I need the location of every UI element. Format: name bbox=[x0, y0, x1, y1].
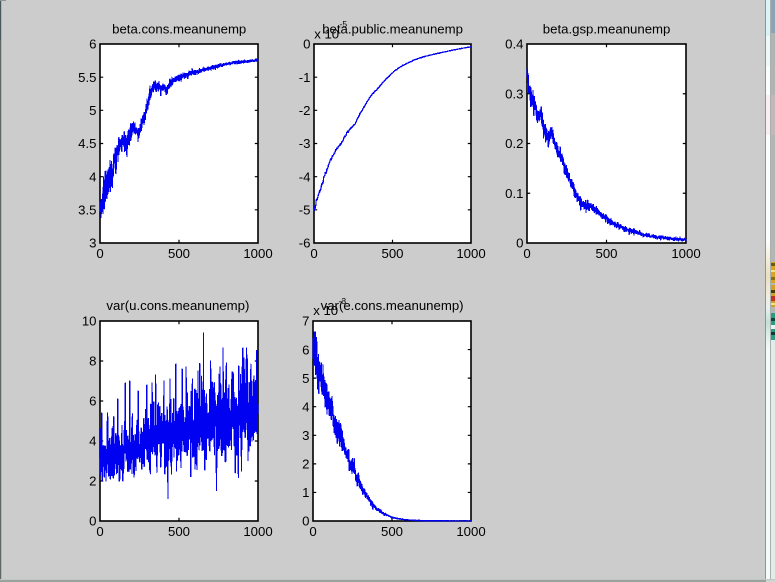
svg-text:-3: -3 bbox=[339, 296, 347, 306]
svg-text:0.4: 0.4 bbox=[505, 37, 523, 52]
svg-text:3.5: 3.5 bbox=[78, 203, 96, 218]
svg-text:1000: 1000 bbox=[456, 246, 485, 261]
svg-text:0.3: 0.3 bbox=[505, 87, 523, 102]
svg-text:1000: 1000 bbox=[456, 524, 485, 539]
svg-text:0: 0 bbox=[303, 37, 310, 52]
svg-text:500: 500 bbox=[595, 246, 617, 261]
svg-text:x 10: x 10 bbox=[313, 303, 338, 318]
svg-text:0: 0 bbox=[302, 514, 309, 529]
svg-text:1000: 1000 bbox=[243, 524, 272, 539]
svg-text:var(u.cons.meanunemp): var(u.cons.meanunemp) bbox=[106, 298, 249, 313]
svg-text:3: 3 bbox=[302, 428, 309, 443]
svg-text:-5: -5 bbox=[340, 19, 348, 29]
svg-text:-4: -4 bbox=[299, 169, 311, 184]
svg-text:6: 6 bbox=[89, 37, 96, 52]
svg-text:0: 0 bbox=[309, 524, 316, 539]
svg-text:-3: -3 bbox=[299, 136, 311, 151]
svg-text:2: 2 bbox=[302, 457, 309, 472]
svg-text:1000: 1000 bbox=[671, 246, 700, 261]
svg-text:-2: -2 bbox=[299, 103, 311, 118]
svg-text:var(e.cons.meanunemp): var(e.cons.meanunemp) bbox=[321, 298, 464, 313]
svg-text:beta.cons.meanunemp: beta.cons.meanunemp bbox=[112, 22, 246, 37]
svg-text:5: 5 bbox=[302, 371, 309, 386]
svg-text:1: 1 bbox=[302, 485, 309, 500]
svg-text:0: 0 bbox=[516, 236, 523, 251]
svg-text:5: 5 bbox=[89, 103, 96, 118]
svg-text:0.2: 0.2 bbox=[505, 136, 523, 151]
svg-text:7: 7 bbox=[302, 314, 309, 329]
svg-text:5.5: 5.5 bbox=[78, 70, 96, 85]
svg-text:x 10: x 10 bbox=[314, 26, 339, 41]
svg-text:-6: -6 bbox=[299, 236, 311, 251]
svg-text:500: 500 bbox=[381, 524, 403, 539]
svg-text:4: 4 bbox=[89, 169, 96, 184]
svg-text:2: 2 bbox=[89, 474, 96, 489]
svg-text:beta.public.meanunemp: beta.public.meanunemp bbox=[322, 22, 463, 37]
svg-text:0: 0 bbox=[523, 246, 530, 261]
svg-text:beta.gsp.meanunemp: beta.gsp.meanunemp bbox=[543, 22, 671, 37]
svg-text:4.5: 4.5 bbox=[78, 136, 96, 151]
svg-text:0: 0 bbox=[310, 246, 317, 261]
svg-text:-1: -1 bbox=[299, 70, 311, 85]
svg-text:6: 6 bbox=[89, 394, 96, 409]
svg-text:3: 3 bbox=[89, 236, 96, 251]
svg-text:-5: -5 bbox=[299, 203, 311, 218]
svg-text:500: 500 bbox=[381, 246, 403, 261]
svg-text:6: 6 bbox=[302, 342, 309, 357]
svg-text:4: 4 bbox=[302, 399, 309, 414]
svg-text:8: 8 bbox=[89, 354, 96, 369]
svg-text:500: 500 bbox=[168, 246, 190, 261]
svg-text:0: 0 bbox=[89, 514, 96, 529]
svg-text:500: 500 bbox=[168, 524, 190, 539]
svg-text:0.1: 0.1 bbox=[505, 186, 523, 201]
svg-text:10: 10 bbox=[82, 314, 97, 329]
svg-text:0: 0 bbox=[96, 524, 103, 539]
svg-text:0: 0 bbox=[96, 246, 103, 261]
svg-text:4: 4 bbox=[89, 434, 96, 449]
svg-text:1000: 1000 bbox=[243, 246, 272, 261]
